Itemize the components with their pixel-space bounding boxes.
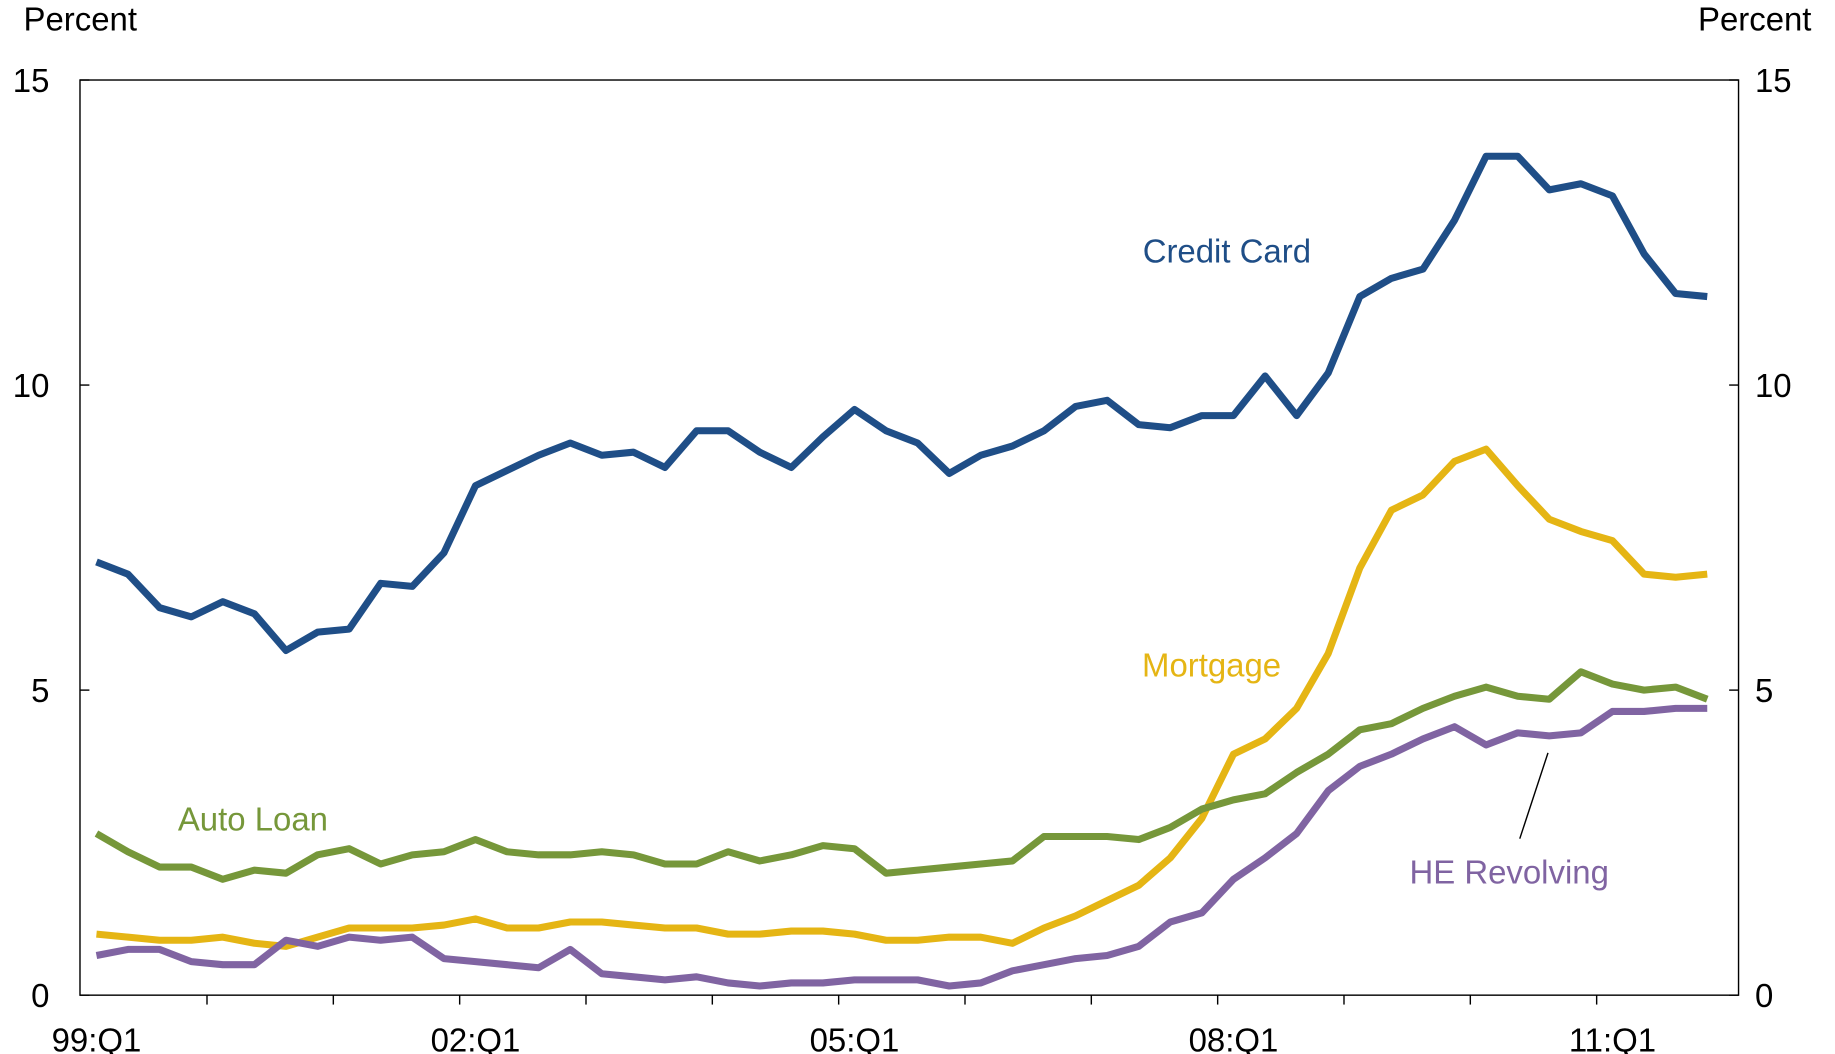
y-tick-label: 10	[13, 367, 50, 404]
x-tick-label: 11:Q1	[1569, 1022, 1656, 1054]
x-tick-label: 02:Q1	[431, 1022, 521, 1054]
y2-tick-label: 0	[1755, 977, 1773, 1014]
y-tick-label: 0	[31, 977, 49, 1014]
series-line	[94, 668, 1709, 883]
x-tick-label: 05:Q1	[810, 1022, 900, 1054]
y2-tick-label: 5	[1755, 672, 1773, 709]
series-line	[95, 152, 1708, 655]
series-label: Auto Loan	[178, 800, 328, 837]
series-line	[95, 704, 1708, 990]
y2-tick-label: 10	[1755, 367, 1792, 404]
y2-axis-title: Percent	[1698, 1, 1811, 38]
series-label: Mortgage	[1142, 646, 1281, 683]
x-tick-label: 08:Q1	[1189, 1022, 1279, 1054]
series-line	[96, 445, 1708, 950]
y2-tick-label: 15	[1755, 62, 1792, 99]
x-tick-label: 99:Q1	[52, 1022, 142, 1054]
y-tick-label: 5	[31, 672, 49, 709]
plot-frame	[79, 79, 1740, 996]
y-tick-label: 15	[13, 62, 50, 99]
series-label: Credit Card	[1143, 232, 1311, 269]
series-label: HE Revolving	[1409, 853, 1608, 890]
label-leader	[1519, 752, 1549, 839]
y-axis-title: Percent	[24, 1, 137, 38]
